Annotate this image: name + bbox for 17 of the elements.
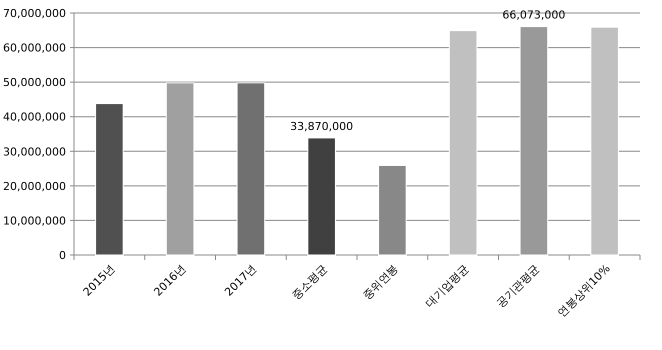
y-tick-label: 40,000,000	[3, 110, 66, 124]
y-tick-label: 50,000,000	[3, 76, 66, 90]
bar	[307, 137, 336, 256]
y-tick-label: 30,000,000	[3, 145, 66, 158]
y-tick-label: 60,000,000	[3, 42, 66, 55]
bar	[520, 26, 548, 256]
y-tick-label: 0	[59, 249, 66, 262]
y-tick-label: 10,000,000	[3, 214, 66, 228]
bar	[448, 30, 478, 256]
bar	[166, 82, 194, 256]
data-label: 66,073,000	[502, 8, 566, 22]
bar	[590, 26, 619, 256]
data-label: 33,870,000	[290, 120, 354, 133]
y-tick-label: 70,000,000	[3, 7, 66, 20]
bar	[236, 82, 266, 256]
y-tick-label: 20,000,000	[3, 180, 66, 193]
bar	[95, 103, 124, 256]
